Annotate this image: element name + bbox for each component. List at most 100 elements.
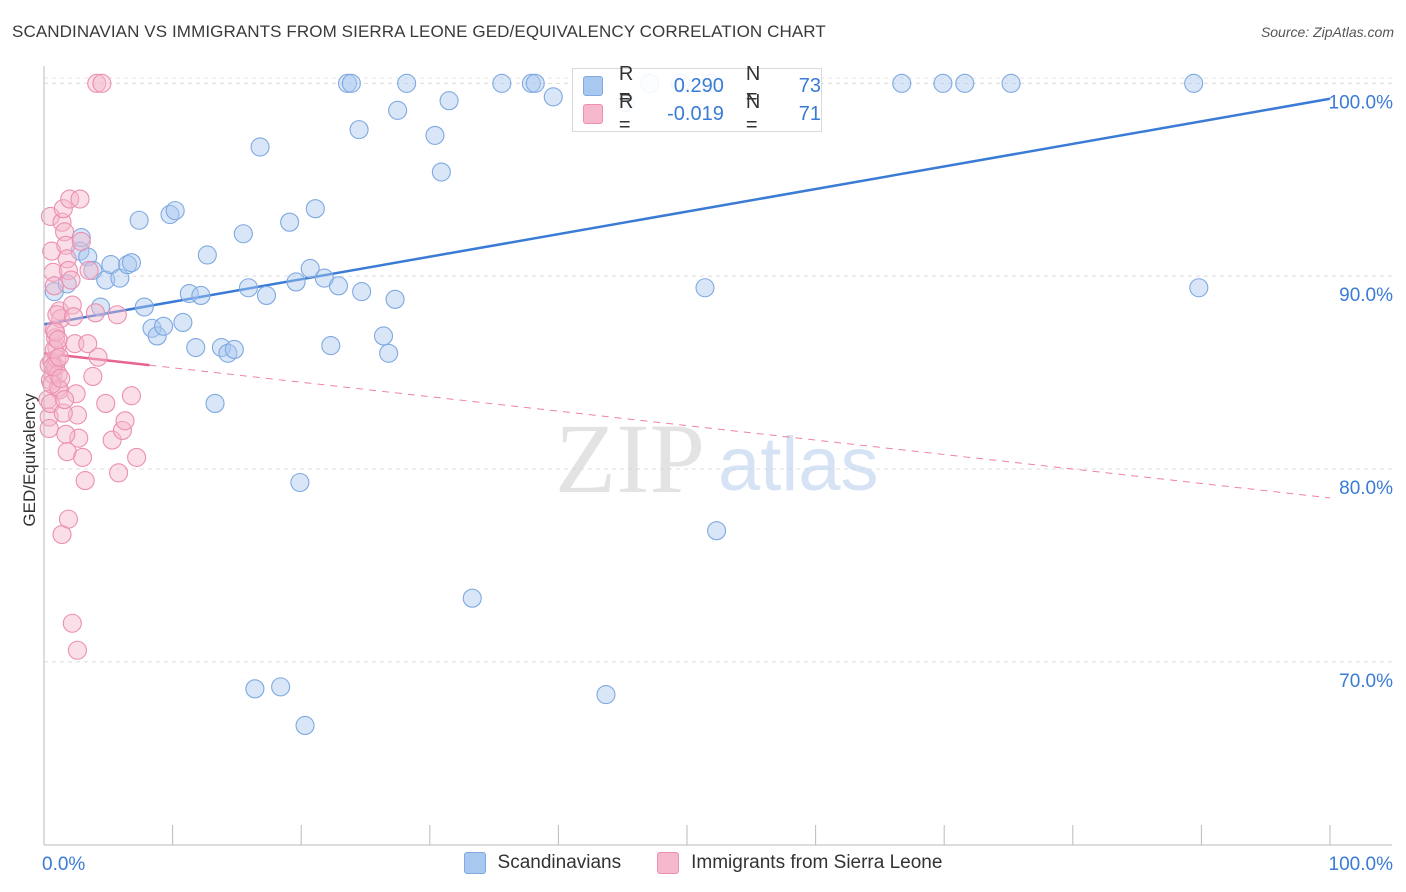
- point-sierra-leone: [53, 403, 73, 423]
- point-sierra-leone: [67, 640, 87, 660]
- point-scandinavians: [295, 715, 315, 736]
- point-sierra-leone: [51, 368, 71, 388]
- point-sierra-leone: [127, 447, 147, 467]
- stats-r-label: R =: [618, 63, 634, 108]
- point-sierra-leone: [121, 386, 141, 406]
- x-tick-label: 0.0%: [42, 854, 85, 875]
- point-sierra-leone: [75, 471, 95, 491]
- point-scandinavians: [101, 255, 121, 275]
- point-scandinavians: [385, 289, 405, 309]
- legend-label-scandinavians: Scandinavians: [497, 852, 622, 873]
- point-scandinavians: [349, 120, 369, 140]
- point-scandinavians: [186, 337, 206, 358]
- point-scandinavians: [707, 521, 727, 541]
- y-axis-label: GED/Equivalency: [20, 393, 39, 527]
- stats-n-value: 71: [798, 102, 821, 125]
- point-sierra-leone: [44, 276, 64, 296]
- stats-r-value: -0.019: [667, 102, 724, 125]
- point-scandinavians: [250, 137, 270, 157]
- point-sierra-leone: [46, 322, 66, 342]
- grid-layer: [44, 77, 1392, 663]
- point-sierra-leone: [83, 366, 103, 386]
- point-sierra-leone: [56, 235, 76, 255]
- point-scandinavians: [91, 297, 111, 317]
- point-scandinavians: [425, 125, 445, 145]
- point-scandinavians: [379, 343, 399, 363]
- point-sierra-leone: [42, 374, 62, 394]
- point-scandinavians: [233, 224, 253, 244]
- point-scandinavians: [328, 276, 349, 296]
- point-scandinavians: [165, 201, 185, 221]
- point-sierra-leone: [66, 384, 86, 404]
- chart-title: SCANDINAVIAN VS IMMIGRANTS FROM SIERRA L…: [12, 22, 826, 41]
- legend-swatch-pink: [657, 852, 680, 874]
- point-sierra-leone: [115, 411, 135, 431]
- x-tick-label: 100.0%: [1329, 854, 1394, 875]
- series-legend: Scandinavians Immigrants from Sierra Leo…: [0, 852, 1406, 874]
- point-scandinavians: [955, 73, 975, 93]
- y-tick-label: 80.0%: [1339, 478, 1393, 499]
- point-sierra-leone: [79, 260, 99, 280]
- point-scandinavians: [286, 272, 306, 292]
- chart-source: Source: ZipAtlas.com: [1260, 24, 1394, 40]
- point-sierra-leone: [73, 447, 93, 467]
- point-sierra-leone: [70, 189, 90, 209]
- point-sierra-leone: [69, 428, 89, 448]
- stats-swatch-pink: [583, 104, 603, 124]
- point-scandinavians: [388, 100, 408, 120]
- point-sierra-leone: [47, 305, 67, 325]
- stats-r-value: 0.290: [673, 74, 724, 97]
- point-sierra-leone: [88, 347, 108, 367]
- point-scandinavians: [492, 73, 512, 93]
- point-scandinavians: [271, 677, 291, 697]
- stats-n-label: N =: [745, 63, 761, 108]
- point-scandinavians: [224, 339, 244, 359]
- point-scandinavians: [462, 588, 482, 608]
- point-scandinavians: [173, 312, 193, 333]
- point-sierra-leone: [62, 613, 82, 633]
- point-sierra-leone: [92, 73, 112, 93]
- point-sierra-leone: [55, 222, 75, 242]
- point-scandinavians: [341, 73, 361, 93]
- y-tick-label: 70.0%: [1339, 671, 1393, 692]
- axis-layer: 100.0% 90.0% 80.0% 70.0% 0.0% 100.0%: [42, 66, 1393, 875]
- point-scandinavians: [1184, 73, 1204, 93]
- point-sierra-leone: [109, 463, 129, 483]
- legend-item-sierra-leone[interactable]: Immigrants from Sierra Leone: [657, 852, 942, 874]
- point-sierra-leone: [61, 270, 81, 290]
- stats-n-value: 73: [798, 74, 821, 97]
- point-sierra-leone: [102, 430, 122, 450]
- point-sierra-leone: [39, 407, 59, 427]
- point-scandinavians: [160, 204, 180, 225]
- point-scandinavians: [1001, 73, 1021, 93]
- point-scandinavians: [290, 472, 310, 493]
- watermark: ZIP atlas: [555, 403, 879, 514]
- point-scandinavians: [300, 258, 320, 279]
- watermark-atlas: atlas: [718, 422, 879, 507]
- point-sierra-leone: [49, 347, 69, 367]
- point-scandinavians: [129, 210, 149, 230]
- point-sierra-leone: [71, 231, 91, 252]
- stats-n-label: N =: [745, 91, 761, 136]
- point-scandinavians: [305, 199, 325, 219]
- point-scandinavians: [1189, 278, 1209, 298]
- point-sierra-leone: [40, 393, 60, 413]
- point-scandinavians: [245, 679, 265, 699]
- point-scandinavians: [439, 91, 459, 111]
- stats-row-scandinavians: R = 0.290 N = 73: [583, 63, 821, 108]
- point-scandinavians: [96, 270, 116, 290]
- point-sierra-leone: [85, 303, 105, 323]
- point-scandinavians: [147, 326, 167, 346]
- point-scandinavians: [892, 73, 912, 93]
- point-scandinavians: [321, 336, 341, 356]
- point-scandinavians: [256, 285, 277, 306]
- point-sierra-leone: [60, 189, 80, 209]
- legend-item-scandinavians[interactable]: Scandinavians: [463, 852, 622, 874]
- point-scandinavians: [525, 73, 545, 93]
- point-sierra-leone: [96, 393, 116, 413]
- point-sierra-leone: [55, 390, 75, 410]
- stats-legend: R = 0.290 N = 73 R = -0.019 N = 71: [572, 63, 822, 136]
- point-scandinavians: [191, 285, 211, 306]
- point-scandinavians: [154, 316, 174, 336]
- point-sierra-leone: [53, 199, 73, 219]
